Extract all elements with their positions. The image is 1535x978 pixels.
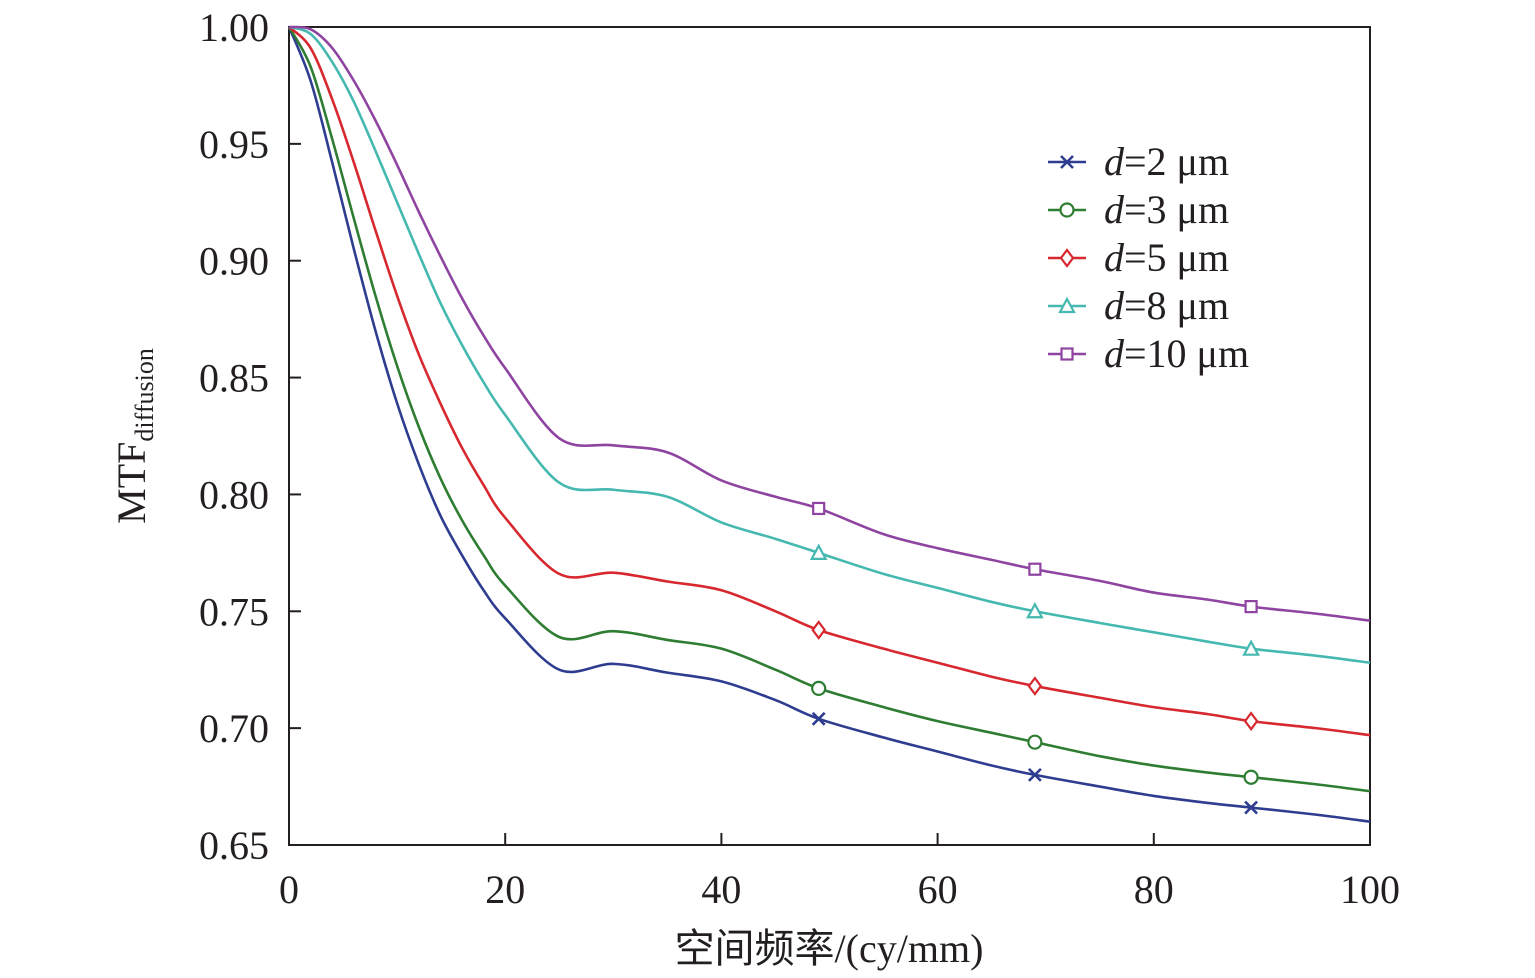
- series-3: [288, 26, 1371, 737]
- legend-marker: [1059, 202, 1075, 218]
- legend-label-var: d: [1104, 235, 1125, 280]
- series-line: [288, 26, 1371, 737]
- legend-label-rest: =10 μm: [1124, 331, 1249, 376]
- y-axis-label-main: MTF: [109, 442, 154, 524]
- y-axis-label: MTFdiffusion: [109, 348, 159, 524]
- legend-label-var: d: [1104, 283, 1125, 328]
- series-5: [288, 25, 1371, 622]
- legend-label-rest: =8 μm: [1124, 283, 1229, 328]
- legend-label: d=2 μm: [1104, 139, 1229, 184]
- series-marker: [1244, 600, 1258, 614]
- legend-item: d=2 μm: [1048, 139, 1229, 184]
- series-marker: [1243, 711, 1259, 731]
- y-tick-label: 1.00: [199, 5, 269, 50]
- legend-marker: [1058, 296, 1076, 314]
- legend-label-var: d: [1104, 331, 1125, 376]
- legend-item: d=3 μm: [1048, 187, 1229, 232]
- y-tick-label: 0.65: [199, 823, 269, 868]
- x-tick-label: 40: [701, 867, 741, 912]
- series-marker: [811, 680, 827, 697]
- legend-marker: [1059, 248, 1075, 268]
- legend-label: d=3 μm: [1104, 187, 1229, 232]
- series-marker: [1026, 601, 1044, 619]
- legend-marker: [1060, 347, 1074, 361]
- plot-area: [288, 26, 1371, 846]
- y-tick-label: 0.95: [199, 122, 269, 167]
- x-tick-label: 100: [1340, 867, 1400, 912]
- legend-label-rest: =5 μm: [1124, 235, 1229, 280]
- series-marker: [1027, 676, 1043, 696]
- legend-item: d=10 μm: [1048, 331, 1249, 376]
- y-tick-label: 0.85: [199, 356, 269, 401]
- legend-label: d=5 μm: [1104, 235, 1229, 280]
- legend-label-rest: =2 μm: [1124, 139, 1229, 184]
- y-axis-label-subscript: diffusion: [130, 348, 159, 441]
- series-layer: [287, 25, 1371, 823]
- legend-label: d=10 μm: [1104, 331, 1249, 376]
- legend-item: d=8 μm: [1048, 283, 1229, 328]
- x-tick-label: 60: [918, 867, 958, 912]
- series-2: [287, 26, 1371, 793]
- y-tick-label: 0.80: [199, 472, 269, 517]
- legend-label-var: d: [1104, 187, 1125, 232]
- series-marker: [1244, 800, 1259, 815]
- series-line: [288, 25, 1371, 664]
- plot-frame: [288, 26, 1371, 846]
- x-tick-label: 0: [279, 867, 299, 912]
- series-line: [287, 26, 1371, 793]
- axis-ticks: 0 20 40 60 80 100 0.65 0.70 0.75 0.80 0.85 0.90 0.95…: [199, 5, 1400, 912]
- y-tick-label: 0.90: [199, 239, 269, 284]
- series-1: [287, 26, 1371, 823]
- series-marker: [1243, 769, 1259, 785]
- series-marker: [812, 501, 826, 516]
- series-marker: [1027, 734, 1043, 750]
- x-tick-label: 80: [1134, 867, 1174, 912]
- series-marker: [809, 543, 828, 560]
- legend: d=2 μmd=3 μmd=5 μmd=8 μmd=10 μm: [1048, 139, 1249, 376]
- x-tick-label: 20: [485, 867, 525, 912]
- series-line: [287, 26, 1371, 823]
- series-4: [288, 25, 1371, 664]
- series-marker: [811, 711, 826, 726]
- y-tick-label: 0.75: [199, 589, 269, 634]
- series-marker: [1027, 767, 1042, 782]
- series-marker: [1028, 562, 1042, 576]
- x-axis-label: 空间频率/(cy/mm): [675, 926, 984, 971]
- legend-item: d=5 μm: [1048, 235, 1229, 280]
- legend-label: d=8 μm: [1104, 283, 1229, 328]
- legend-label-rest: =3 μm: [1124, 187, 1229, 232]
- series-marker: [1242, 639, 1260, 656]
- y-tick-label: 0.70: [199, 706, 269, 751]
- series-line: [288, 25, 1371, 622]
- series-marker: [811, 620, 827, 640]
- legend-marker: [1060, 155, 1074, 169]
- legend-label-var: d: [1104, 139, 1125, 184]
